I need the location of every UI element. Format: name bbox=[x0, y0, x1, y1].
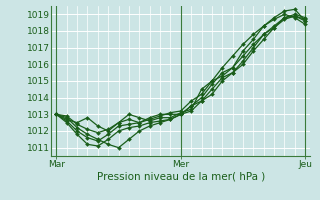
X-axis label: Pression niveau de la mer( hPa ): Pression niveau de la mer( hPa ) bbox=[97, 172, 265, 182]
